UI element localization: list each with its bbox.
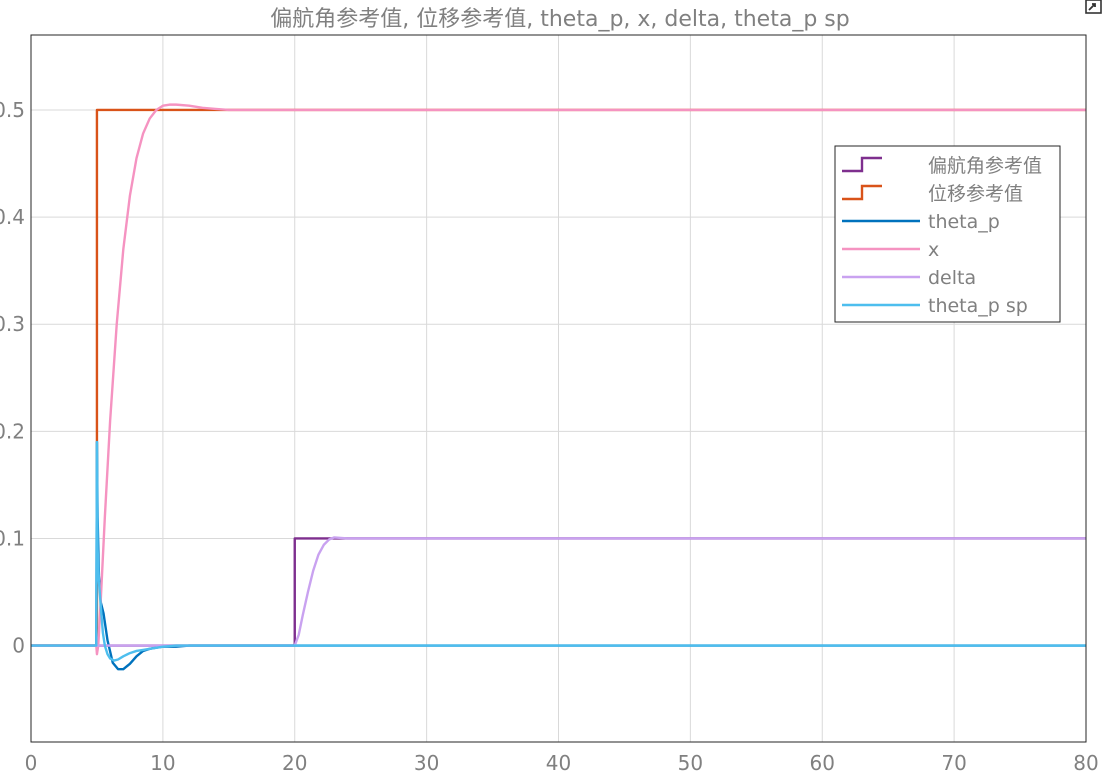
- x-tick-label: 0: [25, 751, 38, 775]
- series-line-delta: [31, 536, 1086, 647]
- x-tick-label: 40: [546, 751, 571, 775]
- legend-label: 位移参考值: [928, 183, 1023, 205]
- series-line-theta_p-sp: [31, 440, 1086, 662]
- y-tick-label: 0.1: [0, 526, 25, 550]
- legend-label: theta_p: [928, 211, 1000, 233]
- grid: [30, 35, 1087, 742]
- legend-label: theta_p sp: [928, 295, 1028, 317]
- tick-labels: 0 10 20 30 40 50 60 70 80 0 0.1 0.2 0.3 0.4 0.5: [0, 98, 1099, 775]
- x-tick-label: 80: [1073, 751, 1098, 775]
- y-tick-label: 0.5: [0, 98, 25, 122]
- legend-label: x: [928, 239, 939, 261]
- plot-area: [31, 103, 1086, 671]
- y-tick-label: 0: [12, 634, 25, 658]
- chart-title: 偏航角参考值, 位移参考值, theta_p, x, delta, theta_…: [270, 7, 849, 32]
- x-tick-label: 50: [678, 751, 703, 775]
- export-icon[interactable]: [1085, 0, 1102, 14]
- legend-label: 偏航角参考值: [928, 155, 1042, 177]
- x-tick-label: 70: [941, 751, 966, 775]
- y-tick-label: 0.2: [0, 419, 25, 443]
- axes-box: [30, 34, 1087, 743]
- y-tick-label: 0.4: [0, 205, 25, 229]
- y-tick-label: 0.3: [0, 312, 25, 336]
- x-tick-label: 30: [414, 751, 439, 775]
- x-tick-label: 20: [282, 751, 307, 775]
- x-tick-label: 60: [810, 751, 835, 775]
- legend-box: [834, 145, 1061, 323]
- legend-label: delta: [928, 267, 976, 289]
- legend-swatch: [842, 156, 882, 173]
- x-tick-label: 10: [150, 751, 175, 775]
- legend-swatch: [842, 184, 882, 201]
